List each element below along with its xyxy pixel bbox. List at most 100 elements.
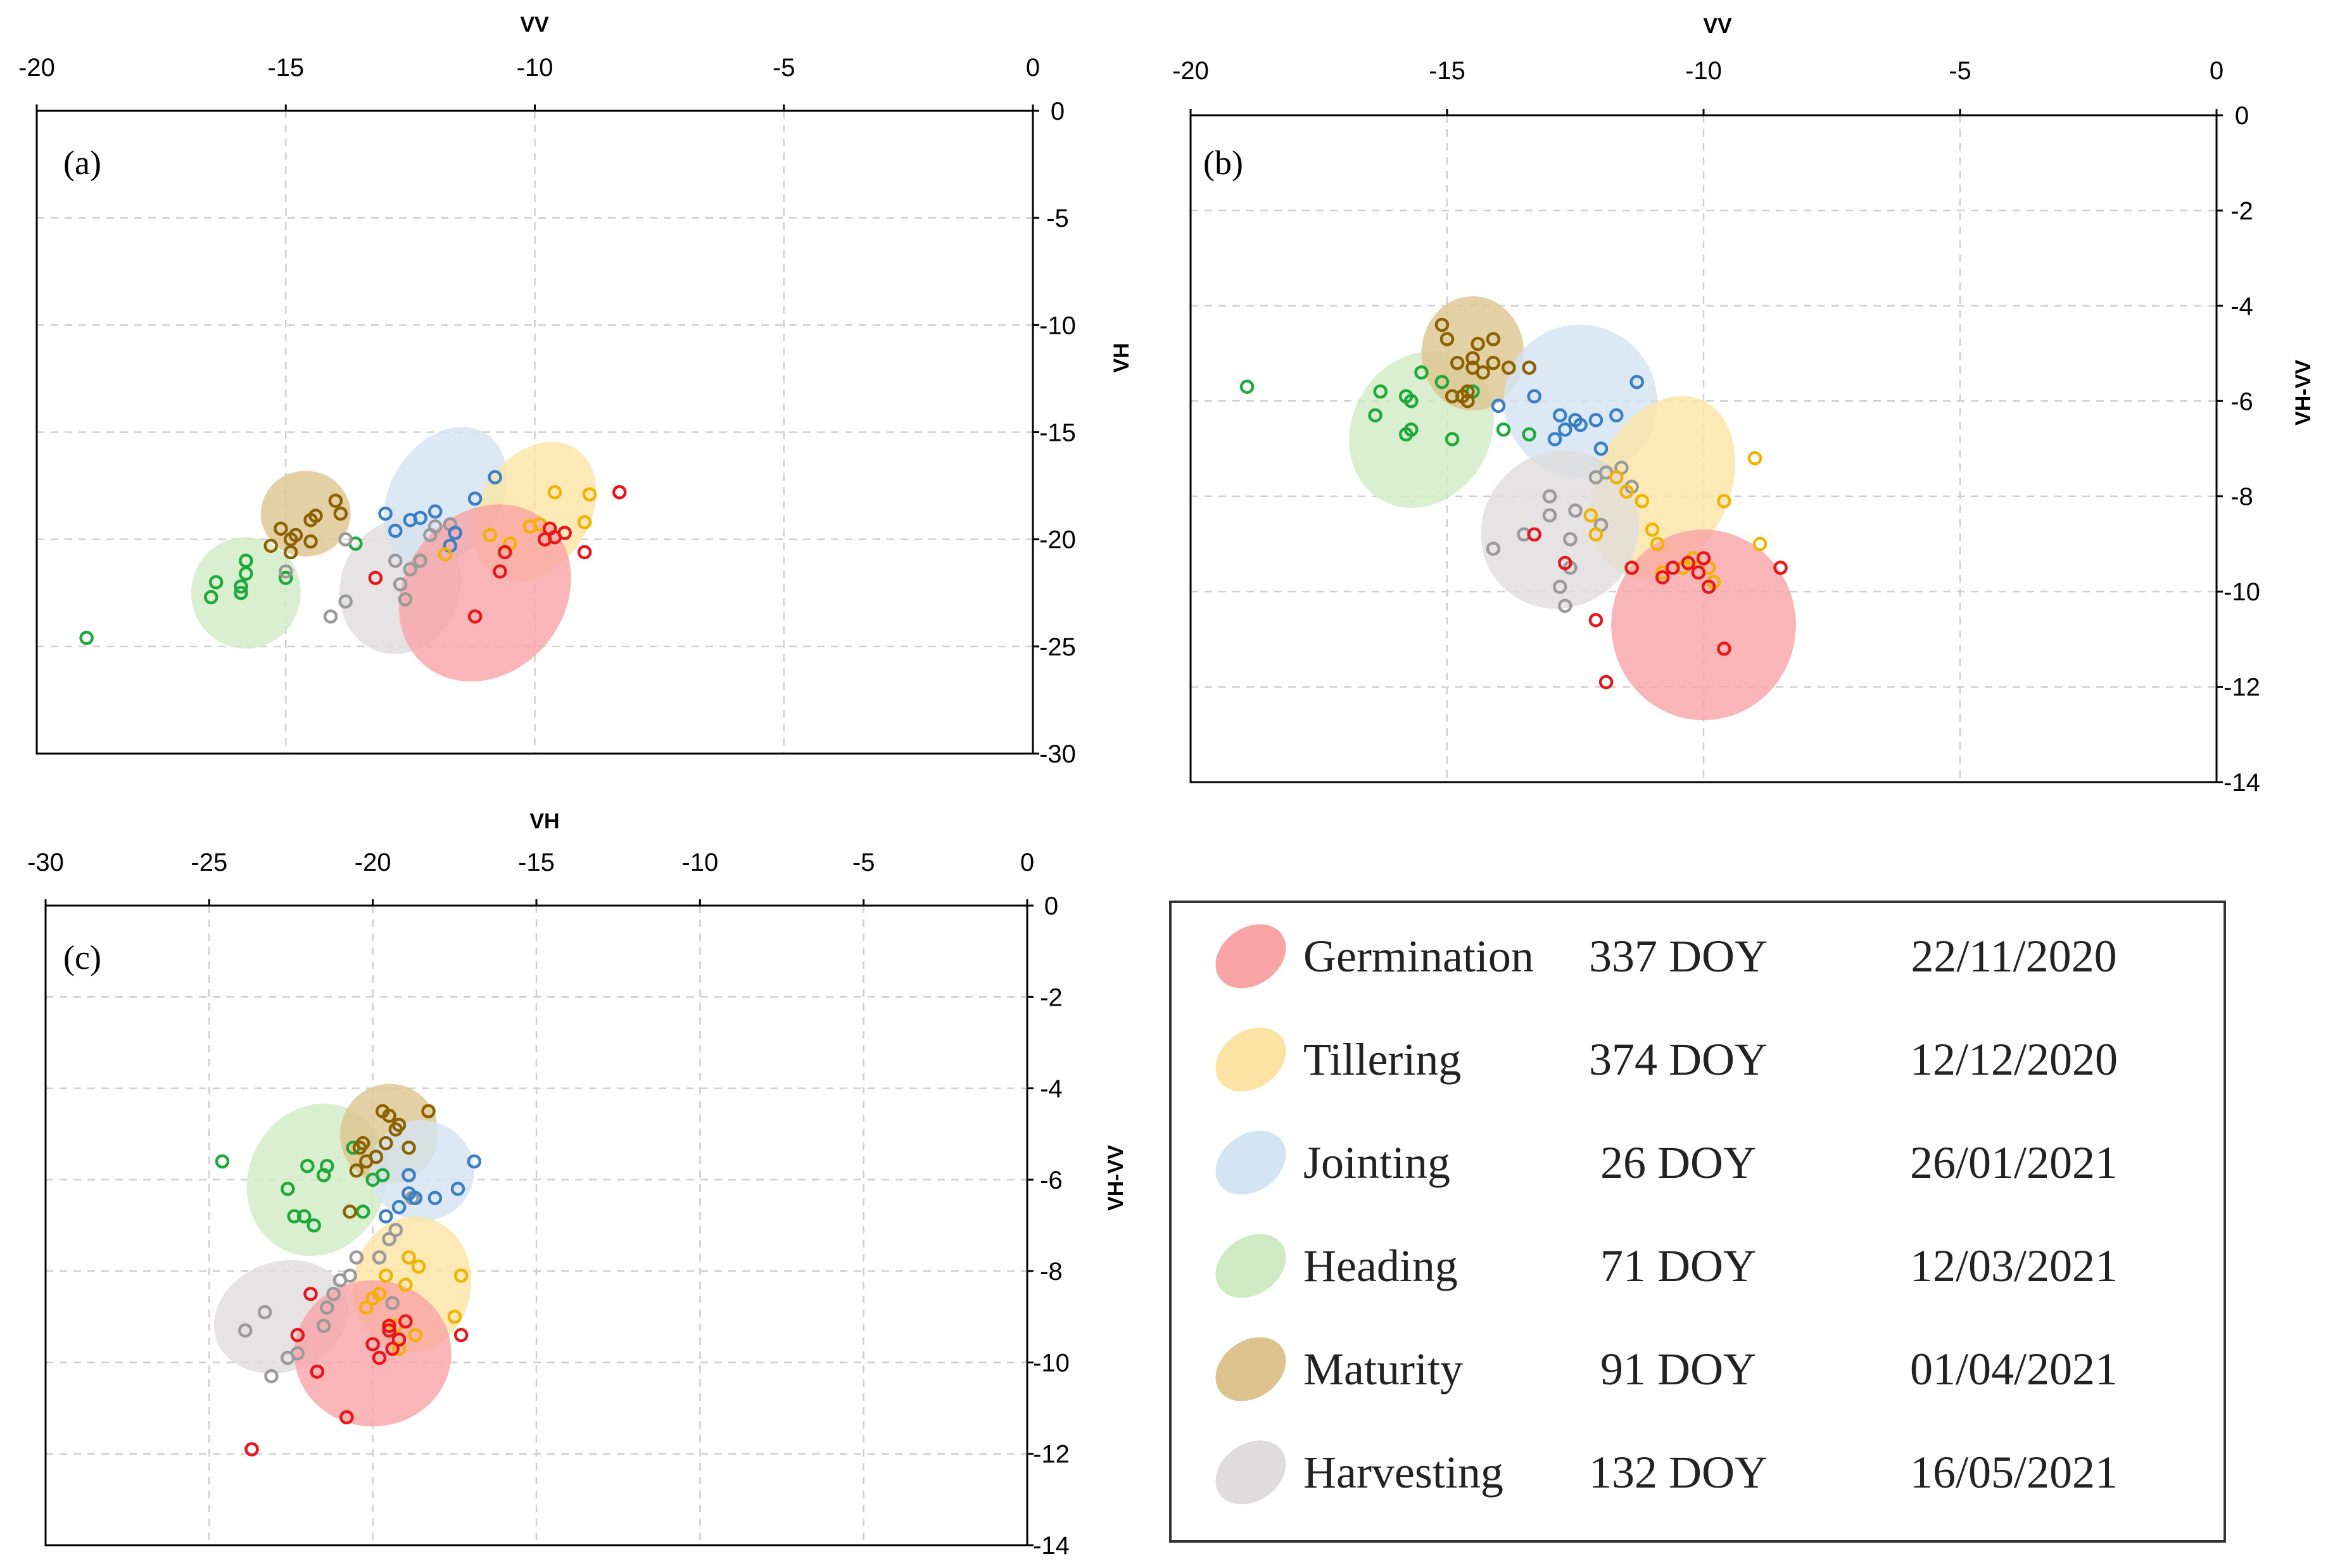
panel-a-ytick-6: -30: [1039, 740, 1076, 768]
panel-c-point-maturity-6: [379, 1135, 393, 1151]
legend-swatch-tillering: [1215, 1027, 1286, 1092]
panel-b-point-harvesting-0: [1486, 541, 1501, 556]
panel-c-y-title: VH-VV: [1104, 1145, 1128, 1211]
panel-c-xtick-0: -30: [27, 849, 64, 876]
panel-c-point-germination-2: [303, 1286, 318, 1301]
panel-c-point-tillering-5: [391, 1341, 407, 1356]
panel-c-point-germination-9: [391, 1332, 407, 1347]
panel-b-point-jointing-10: [1552, 408, 1567, 423]
panel-b-point-heading-12: [1434, 374, 1450, 389]
panel-c-point-harvesting-15: [385, 1296, 400, 1310]
legend-swatch-harvesting: [1215, 1440, 1286, 1505]
panel-a-xtick-2: -10: [517, 54, 554, 82]
legend-name-harvesting: Harvesting: [1303, 1447, 1503, 1498]
panel-b-point-germination-7: [1681, 555, 1695, 571]
panel-c-point-jointing-7: [467, 1154, 482, 1169]
legend-name-jointing: Jointing: [1303, 1137, 1450, 1188]
panel-c-ytick-3: -6: [1040, 1167, 1063, 1194]
panel-b-ytick-4: -8: [2230, 483, 2253, 511]
panel-b-point-jointing-6: [1588, 413, 1604, 427]
panel-b-point-heading-1: [1373, 384, 1388, 399]
panel-c-point-harvesting-1: [257, 1305, 272, 1320]
panel-c-point-heading-3: [296, 1209, 312, 1223]
panel-b-point-harvesting-7: [1568, 503, 1583, 518]
panel-c-point-germination-6: [372, 1350, 387, 1365]
panel-c-point-jointing-1: [391, 1199, 407, 1215]
panel-b-point-tillering-6: [1650, 536, 1665, 552]
panel-b-point-maturity-11: [1501, 360, 1516, 375]
panel-a-point-harvesting-9: [427, 519, 443, 534]
panel-b-point-germination-3: [1598, 674, 1614, 690]
panel-c: -30 -25 -20 -15 -10 -5 00-2-4-6-8-10-12-14 VH …: [27, 809, 1128, 1560]
legend-name-heading: Heading: [1303, 1241, 1458, 1291]
panel-b-point-tillering-14: [1752, 536, 1768, 552]
panel-b-point-heading-7: [1414, 365, 1429, 380]
panel-a-frame: [35, 110, 1034, 755]
panel-c-point-germination-10: [398, 1314, 413, 1329]
panel-c-point-maturity-3: [355, 1135, 370, 1151]
panel-b-point-heading-10: [1496, 422, 1511, 437]
panel-a-point-germination-7: [557, 526, 572, 540]
panel-b-x-title: VV: [1703, 14, 1732, 38]
panel-c-xtick-1: -25: [191, 849, 227, 876]
panel-b-point-jointing-7: [1593, 441, 1609, 456]
panel-b-point-jointing-0: [1491, 398, 1506, 414]
panel-a-ellipses: [191, 427, 597, 682]
panel-b-frame: [1189, 114, 2218, 783]
panel-c-point-heading-0: [215, 1154, 230, 1169]
panel-c-points: [215, 1104, 482, 1457]
legend-date-jointing: 26/01/2021: [1910, 1137, 2118, 1188]
panel-b-point-maturity-6: [1460, 384, 1475, 399]
panel-c-point-germination-5: [365, 1337, 380, 1351]
panel-b-point-jointing-5: [1573, 417, 1588, 433]
panel-c-point-jointing-4: [408, 1191, 423, 1205]
panel-c-ellipse-germination: [294, 1280, 452, 1427]
panel-a-point-jointing-1: [388, 523, 403, 538]
panel-a-point-heading-3: [234, 579, 248, 594]
panel-a: -20 -15 -10 -5 00 -5 -10 -15 -20 -25 -30 VV VH (a): [18, 13, 1134, 768]
panel-a-y-title: VH: [1110, 343, 1134, 372]
panel-b-point-maturity-14: [1476, 365, 1490, 380]
panel-c-point-harvesting-13: [388, 1222, 403, 1237]
panel-b-point-jointing-1: [1527, 389, 1541, 404]
legend-date-tillering: 12/12/2020: [1910, 1034, 2118, 1085]
panel-c-ellipses: [213, 1084, 474, 1427]
panel-a-point-harvesting-0: [279, 564, 293, 579]
panel-b-grid: [1191, 115, 2217, 782]
panel-a-xtick-0: -20: [18, 54, 55, 82]
panel-c-point-tillering-10: [411, 1259, 426, 1274]
panel-b-point-harvesting-4: [1552, 579, 1567, 594]
panel-c-label: (c): [63, 939, 101, 977]
panel-c-grid: [46, 906, 1027, 1545]
panel-b-point-germination-11: [1773, 560, 1788, 575]
legend-doy-tillering: 374 DOY: [1589, 1034, 1768, 1085]
legend-rows: Germination 337 DOY 22/11/2020 Tillering 374…: [1215, 924, 2118, 1505]
panel-c-point-harvesting-4: [290, 1346, 305, 1361]
panel-c-xtick-3: -15: [518, 849, 555, 876]
panel-c-ytick-6: -12: [1033, 1441, 1070, 1469]
panel-c-point-germination-11: [453, 1327, 469, 1343]
legend-doy-germination: 337 DOY: [1589, 931, 1768, 982]
panel-c-ytick-7: -14: [1033, 1532, 1070, 1560]
panel-b-point-harvesting-12: [1558, 598, 1572, 613]
panel-a-point-jointing-8: [488, 470, 502, 484]
panel-b-point-harvesting-6: [1563, 532, 1578, 547]
legend-swatch-maturity: [1215, 1337, 1286, 1401]
panel-a-label: (a): [63, 144, 101, 182]
panel-b-point-tillering-1: [1588, 527, 1604, 542]
panel-c-point-tillering-9: [453, 1268, 469, 1283]
panel-a-ticks: -20 -15 -10 -5 00 -5 -10 -15 -20 -25 -30: [18, 54, 1076, 768]
panel-a-point-heading-5: [234, 586, 248, 600]
panel-a-point-jointing-5: [448, 526, 462, 540]
panel-b-y-title: VH-VV: [2291, 360, 2315, 426]
panel-c-point-heading-11: [375, 1168, 390, 1182]
panel-b-point-germination-12: [1696, 551, 1711, 566]
panel-b-point-germination-2: [1588, 613, 1604, 628]
panel-a-point-heading-4: [239, 566, 253, 581]
panel-a-point-germination-0: [368, 571, 383, 585]
panel-c-point-tillering-2: [372, 1286, 387, 1301]
panel-a-point-maturity-0: [263, 538, 278, 553]
legend-name-germination: Germination: [1303, 931, 1534, 982]
panel-a-point-maturity-2: [283, 545, 298, 560]
panel-a-point-harvesting-4: [388, 553, 403, 568]
